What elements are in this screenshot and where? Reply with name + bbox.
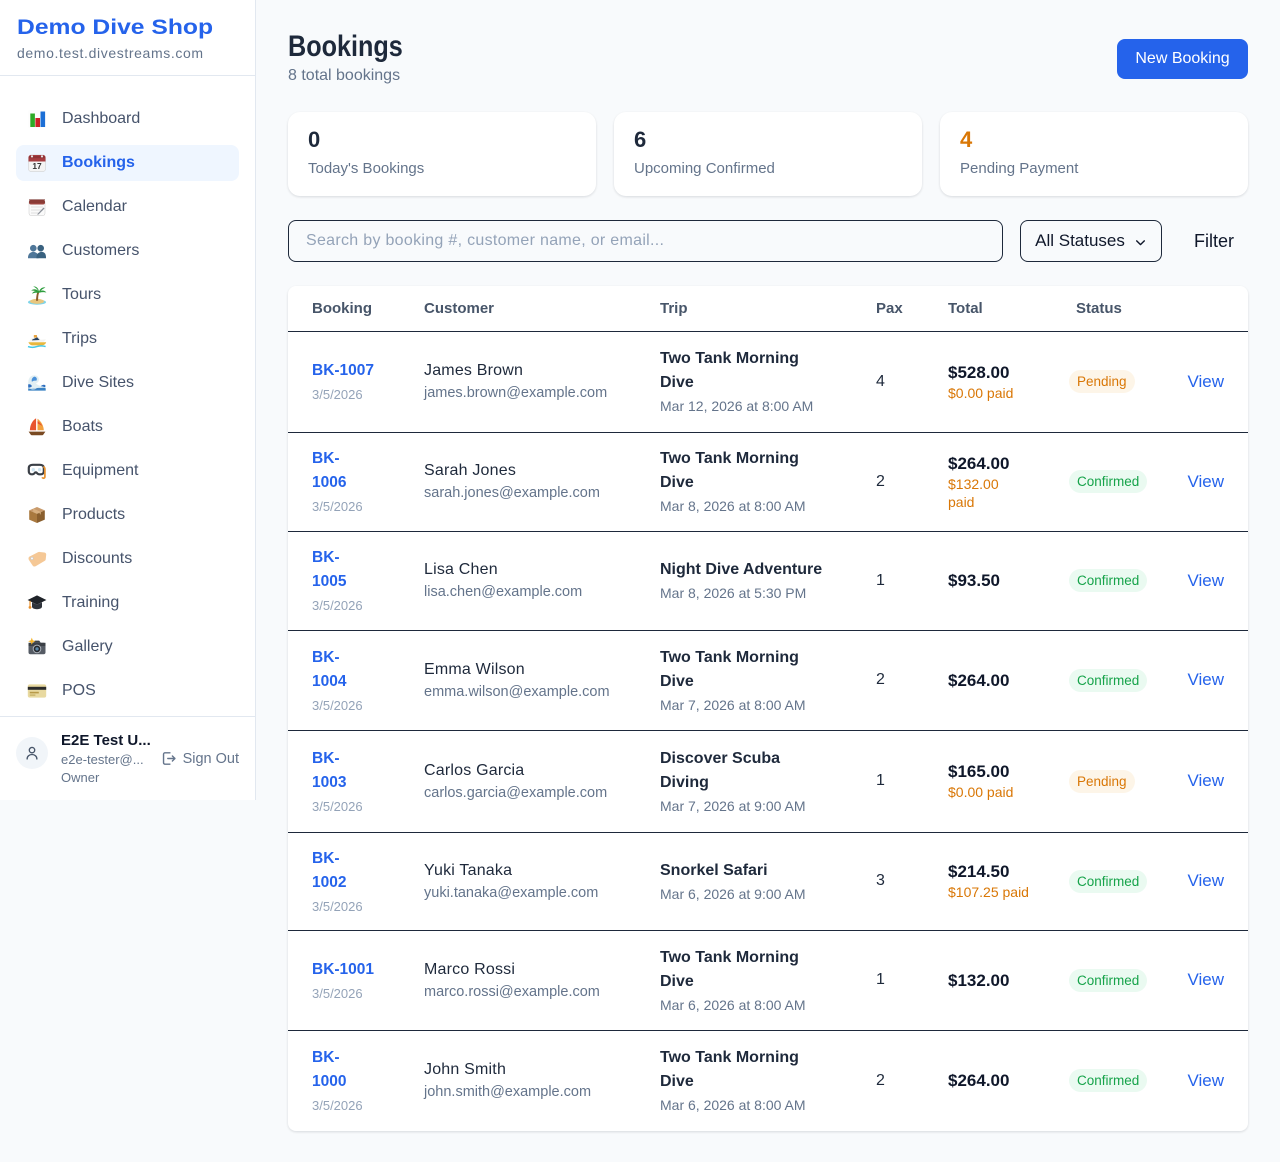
svg-text:17: 17 [32, 161, 42, 171]
